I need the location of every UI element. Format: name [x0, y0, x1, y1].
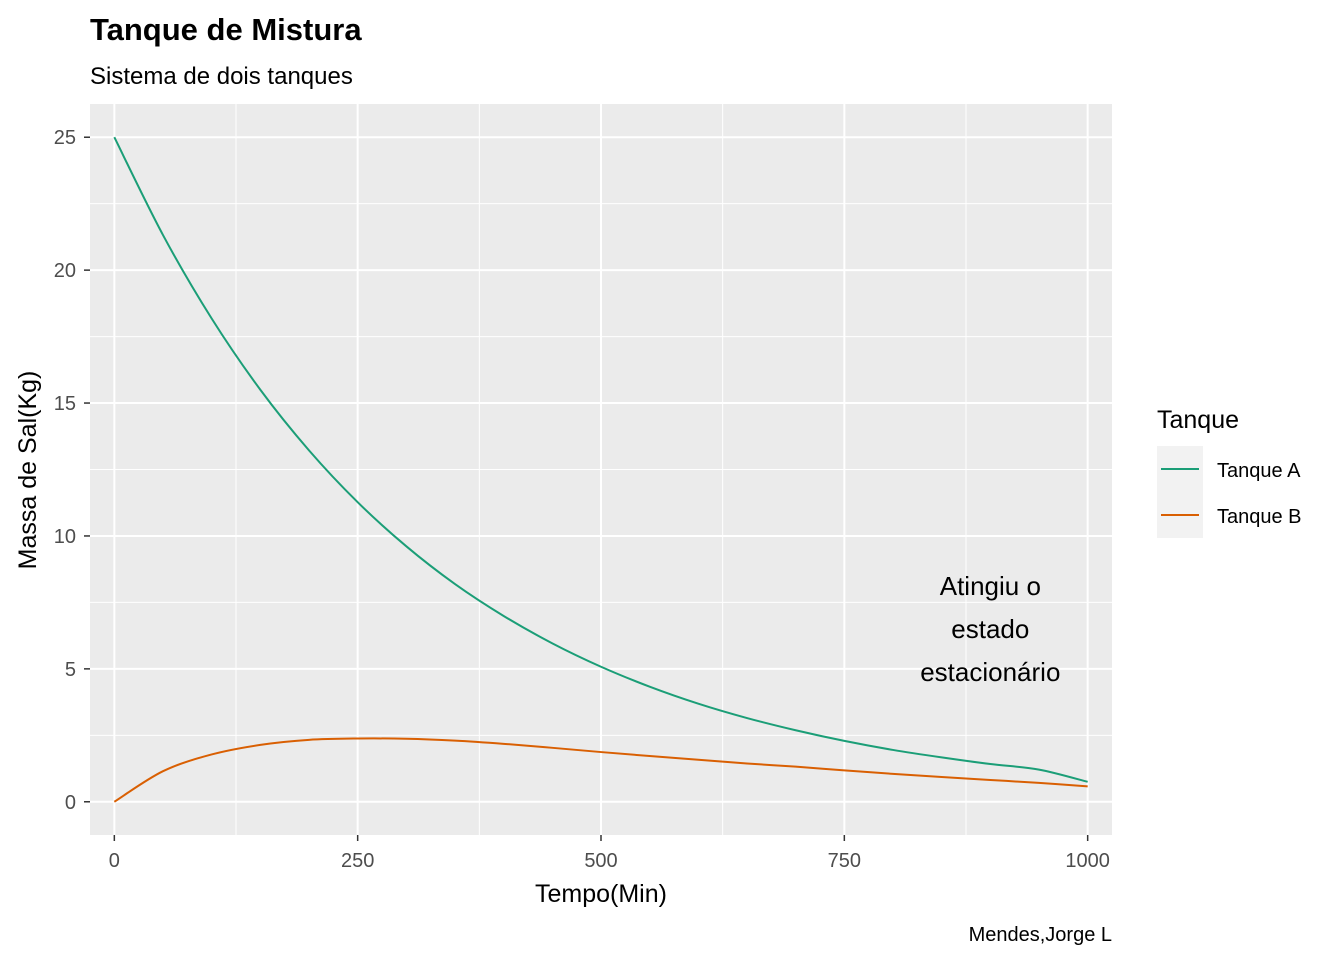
- y-tick-label: 25: [54, 127, 76, 149]
- x-tick-label: 0: [109, 850, 120, 872]
- chart-subtitle: Sistema de dois tanques: [90, 63, 353, 90]
- chart-title: Tanque de Mistura: [90, 12, 362, 47]
- legend-label-tanque-b: Tanque B: [1217, 506, 1302, 528]
- x-tick-label: 250: [341, 850, 374, 872]
- x-axis-ticks: 0 250 500 750 1000: [109, 835, 1110, 872]
- major-grid: [90, 104, 1112, 835]
- y-tick-label: 15: [54, 393, 76, 415]
- series-line-tanque-b: [113, 737, 1088, 803]
- y-tick-label: 20: [54, 260, 76, 282]
- x-tick-label: 1000: [1065, 850, 1110, 872]
- y-axis-title: Massa de Sal(Kg): [14, 371, 42, 570]
- legend-title: Tanque: [1157, 406, 1239, 434]
- legend-label-tanque-a: Tanque A: [1217, 460, 1301, 482]
- y-tick-label: 0: [65, 792, 76, 814]
- y-axis-ticks: 0 5 10 15 20 25: [54, 127, 90, 814]
- x-axis-title: Tempo(Min): [535, 880, 667, 908]
- y-tick-label: 10: [54, 526, 76, 548]
- series-lines: [113, 136, 1088, 803]
- annotation-line-2: estado: [951, 614, 1029, 644]
- caption: Mendes,Jorge L: [969, 924, 1112, 946]
- x-tick-label: 500: [584, 850, 617, 872]
- series-line-tanque-a: [113, 136, 1088, 783]
- annotation-line-3: estacionário: [920, 657, 1060, 687]
- y-tick-label: 5: [65, 659, 76, 681]
- legend: Tanque Tanque A Tanque B: [1157, 406, 1302, 538]
- x-tick-label: 750: [828, 850, 861, 872]
- annotation-line-1: Atingiu o: [940, 571, 1041, 601]
- annotation: Atingiu o estado estacionário: [920, 571, 1060, 687]
